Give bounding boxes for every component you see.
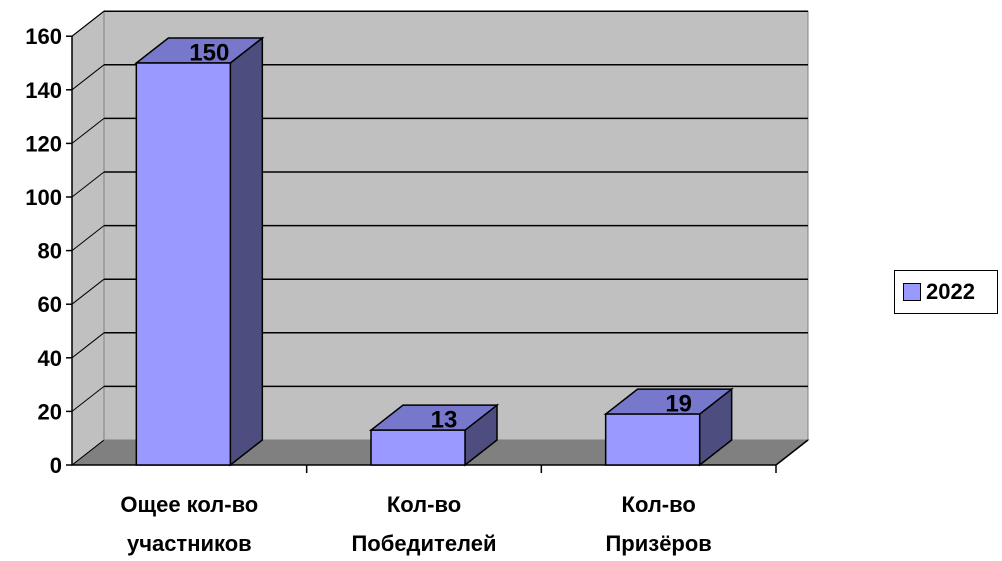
y-tick-label: 120	[25, 131, 62, 156]
gridline-side	[71, 10, 105, 37]
y-tick-label: 0	[50, 453, 62, 478]
bar	[135, 62, 232, 466]
y-tick-label: 40	[38, 346, 62, 371]
gridline-side	[71, 171, 105, 198]
bars	[134, 36, 734, 467]
bar-side	[229, 36, 264, 467]
legend: 2022	[894, 270, 998, 314]
x-category-label: Кол-во	[622, 492, 696, 517]
labels: 0 20 40 60 80 100 120 140 160 150 Ощее кол-во участ…	[25, 24, 712, 556]
x-category-label: Ощее кол-во	[120, 492, 258, 517]
gridline-side	[71, 118, 105, 144]
legend-swatch	[903, 283, 921, 301]
gridline-side	[71, 278, 105, 305]
legend-label: 2022	[926, 279, 975, 304]
gridline-side	[71, 64, 105, 91]
gridline-side	[71, 225, 105, 251]
y-tick-label: 60	[38, 292, 62, 317]
data-label: 19	[665, 391, 692, 418]
x-category-label: участников	[127, 531, 252, 556]
x-category-label: Кол-во	[387, 492, 461, 517]
gridline-side	[71, 332, 105, 359]
y-tick-label: 100	[25, 185, 62, 210]
x-category-label: Победителей	[351, 531, 496, 556]
data-label: 13	[431, 407, 458, 434]
gridline-side	[71, 386, 105, 412]
y-tick-label: 140	[25, 78, 62, 103]
data-label: 150	[189, 40, 229, 67]
y-tick-label: 20	[38, 399, 62, 424]
y-tick-label: 80	[38, 239, 62, 264]
bar	[370, 429, 466, 466]
bar	[604, 413, 701, 466]
x-category-label: Призёров	[605, 531, 711, 556]
x-axis-depth	[775, 439, 809, 466]
y-tick-label: 160	[25, 24, 62, 49]
